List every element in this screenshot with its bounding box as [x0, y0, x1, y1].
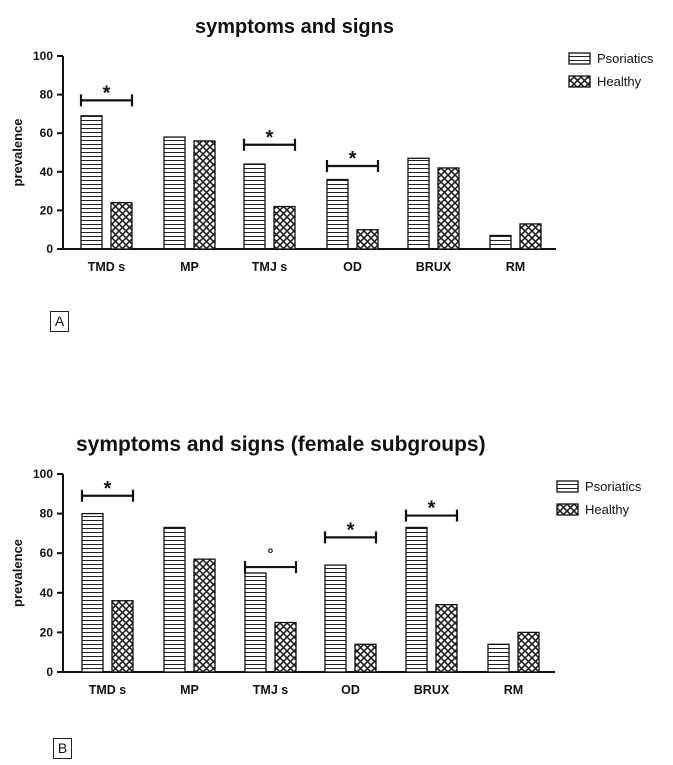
legend-label-psoriatics: Psoriatics — [597, 51, 654, 66]
bar-healthy-tmj-s — [274, 621, 297, 673]
y-tick-label: 40 — [40, 165, 54, 179]
legend-swatch-healthy — [556, 503, 579, 516]
y-tick-label: 100 — [33, 49, 53, 63]
y-tick-label: 100 — [33, 467, 53, 481]
y-tick-label: 0 — [46, 242, 53, 256]
y-tick-label: 60 — [40, 126, 54, 140]
chart-panel-b: symptoms and signs (female subgroups) 0 2… — [0, 420, 673, 765]
x-tick-label: BRUX — [416, 260, 452, 274]
bar-healthy-mp — [193, 140, 216, 250]
x-tick-label: OD — [341, 683, 360, 697]
bar-psoriatics-mp — [163, 526, 186, 673]
bar-healthy-tmd-s — [111, 600, 134, 673]
x-tick-label: MP — [180, 683, 199, 697]
y-tick-label: 80 — [40, 88, 54, 102]
bar-psoriatics-rm — [487, 643, 510, 673]
x-tick-label: OD — [343, 260, 362, 274]
y-tick-label: 20 — [40, 203, 54, 217]
bar-psoriatics-rm — [489, 234, 512, 250]
legend-label-healthy: Healthy — [597, 74, 642, 89]
y-axis-label: prevalence — [10, 119, 25, 187]
bar-chart-a: 0 20 40 60 80 100 prevalence TMD s MP TMJ s OD BRUX… — [10, 49, 654, 274]
x-tick-label: TMJ s — [252, 260, 287, 274]
chart-title: symptoms and signs (female subgroups) — [76, 433, 486, 456]
bar-psoriatics-od — [326, 178, 349, 250]
panel-label: B — [53, 738, 72, 759]
significance-bracket-od — [325, 160, 380, 173]
significance-marker: * — [266, 127, 274, 149]
bar-healthy-brux — [435, 604, 458, 673]
x-tick-label: TMD s — [88, 260, 126, 274]
y-tick-label: 20 — [40, 625, 54, 639]
significance-bracket-tmj-s — [242, 138, 297, 151]
significance-marker: * — [428, 498, 436, 520]
significance-bracket-tmj-s — [243, 561, 298, 574]
bar-healthy-od — [356, 229, 379, 250]
y-tick-label: 80 — [40, 507, 54, 521]
bar-psoriatics-tmd-s — [81, 512, 104, 673]
significance-bracket-tmd-s — [79, 94, 134, 107]
significance-marker: ° — [268, 546, 274, 563]
x-tick-label: TMJ s — [253, 683, 288, 697]
x-tick-label: TMD s — [89, 683, 127, 697]
bar-healthy-od — [354, 643, 377, 673]
bar-healthy-rm — [519, 223, 542, 250]
bar-psoriatics-tmj-s — [244, 572, 267, 673]
bar-psoriatics-od — [324, 564, 347, 673]
bar-chart-b: 0 20 40 60 80 100 prevalence TMD s MP TMJ s OD BRUX… — [10, 467, 642, 697]
y-axis-label: prevalence — [10, 539, 25, 607]
y-tick-label: 40 — [40, 586, 54, 600]
panel-label: A — [50, 311, 69, 332]
y-tick-label: 0 — [46, 665, 53, 679]
legend-swatch-psoriatics — [568, 52, 591, 65]
bar-healthy-mp — [193, 558, 216, 673]
bar-psoriatics-mp — [163, 136, 186, 250]
bar-psoriatics-tmj-s — [243, 163, 266, 250]
bar-healthy-tmj-s — [273, 205, 296, 250]
bar-healthy-tmd-s — [110, 202, 133, 250]
significance-bracket-od — [323, 531, 378, 544]
significance-marker: * — [347, 519, 355, 541]
chart-title: symptoms and signs — [195, 16, 394, 38]
x-tick-label: RM — [504, 683, 523, 697]
bar-psoriatics-tmd-s — [80, 115, 103, 250]
legend-label-psoriatics: Psoriatics — [585, 479, 642, 494]
chart-panel-a: symptoms and signs 0 20 40 60 80 100 prevalenc… — [0, 0, 673, 360]
y-tick-label: 60 — [40, 546, 54, 560]
x-tick-label: RM — [506, 260, 525, 274]
bar-healthy-brux — [437, 167, 460, 250]
significance-marker: * — [103, 82, 111, 104]
significance-marker: * — [104, 478, 112, 500]
x-tick-label: BRUX — [414, 683, 450, 697]
significance-bracket-tmd-s — [80, 489, 135, 502]
legend-swatch-healthy — [568, 75, 591, 88]
bar-psoriatics-brux — [407, 157, 430, 250]
legend-label-healthy: Healthy — [585, 502, 630, 517]
significance-marker: * — [349, 148, 357, 170]
bar-healthy-rm — [517, 631, 540, 673]
bar-psoriatics-brux — [405, 526, 428, 673]
x-tick-label: MP — [180, 260, 199, 274]
legend-swatch-psoriatics — [556, 480, 579, 493]
significance-bracket-brux — [404, 509, 459, 522]
